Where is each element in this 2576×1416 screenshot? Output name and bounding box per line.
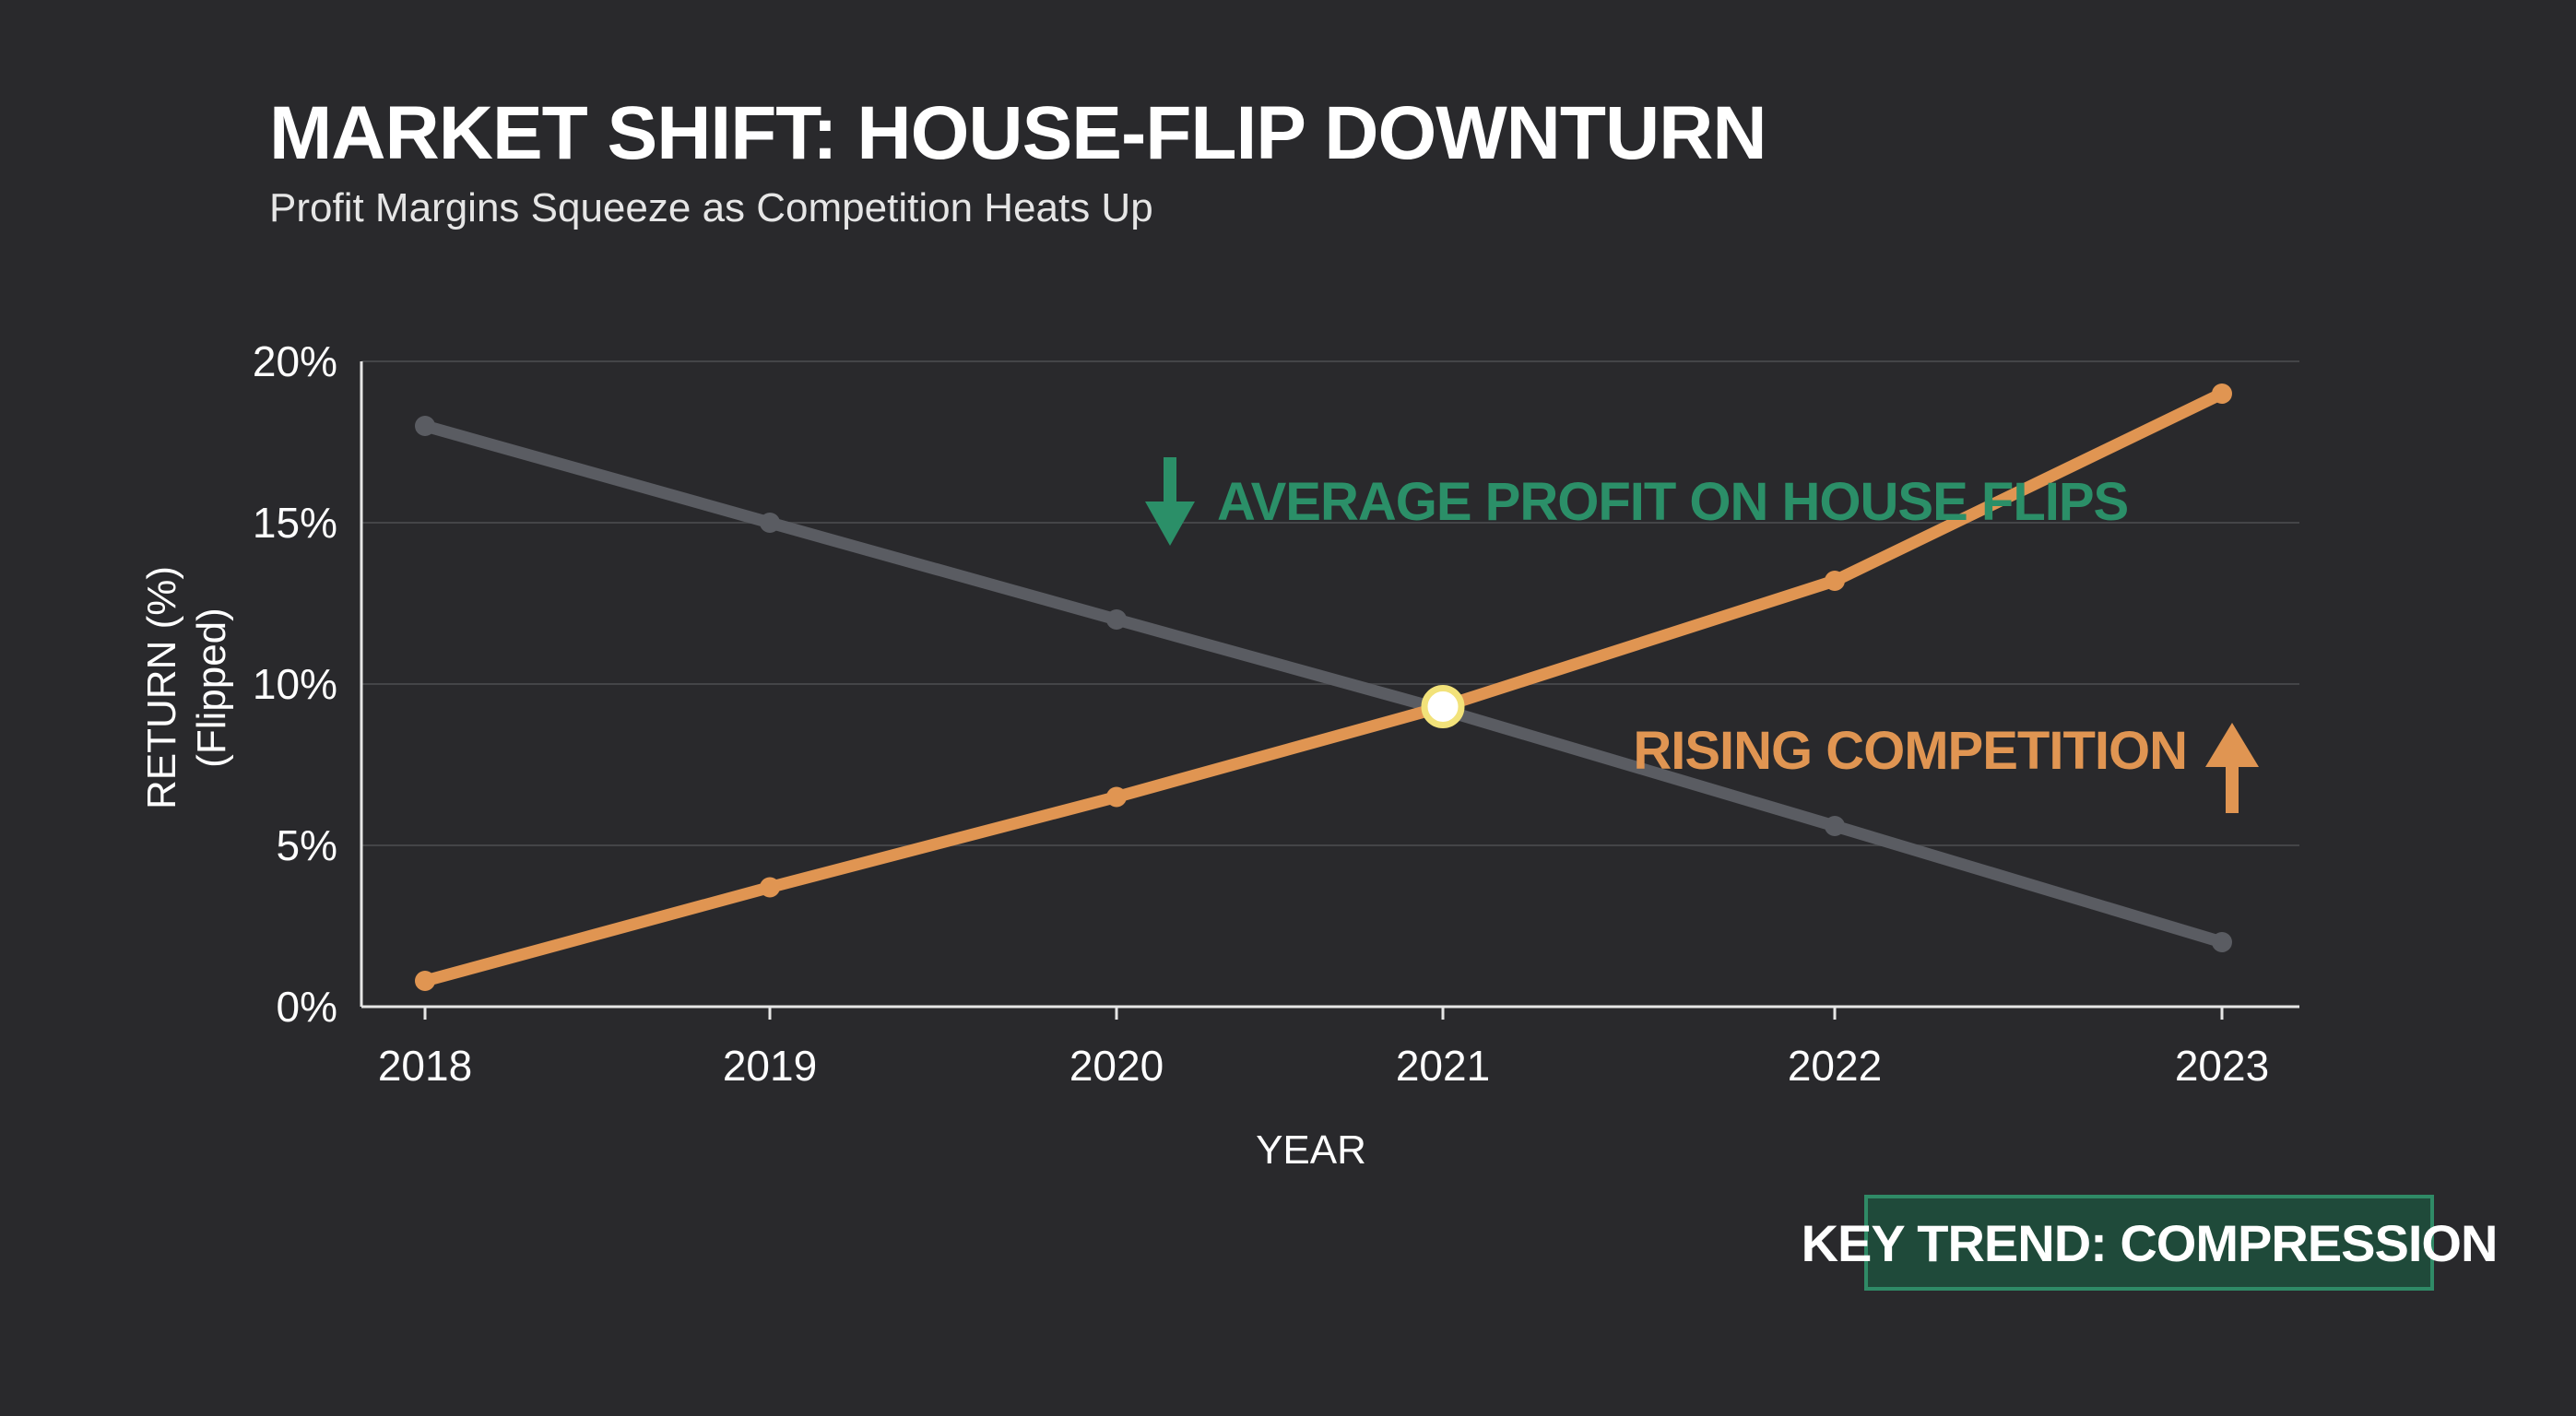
y-tick-label: 20% [253,337,337,385]
series [415,384,2232,991]
x-tick-label: 2018 [378,1042,472,1090]
y-axis-label-line2: (Flipped) [189,608,234,768]
chart-title: MARKET SHIFT: HOUSE-FLIP DOWNTURN [269,91,1767,175]
x-tick-label: 2021 [1396,1042,1490,1090]
x-tick-label: 2022 [1788,1042,1882,1090]
y-tick-label: 15% [253,499,337,547]
data-point [1106,786,1127,808]
arrow-up-icon [2205,723,2259,813]
data-point [760,877,780,898]
y-tick-labels: 0% 5% 10% 15% 20% [253,337,337,1031]
data-point [415,416,435,436]
y-axis-label-line1: RETURN (%) [139,566,184,809]
y-tick-label: 5% [277,821,337,869]
key-trend-badge: KEY TREND: COMPRESSION [1802,1195,2498,1291]
x-axis-label: YEAR [1256,1127,1366,1173]
arrow-down-icon [1145,457,1195,546]
x-tick-labels: 2018 2019 2020 2021 2022 2023 [378,1007,2269,1090]
crossover-marker [1421,685,1465,728]
competition-annotation-label: RISING COMPETITION [1633,721,2187,781]
profit-annotation-label: AVERAGE PROFIT ON HOUSE FLIPS [1217,472,2128,532]
data-point [415,971,435,991]
data-point [1106,609,1127,630]
series-1 [415,416,2232,952]
competition-annotation: RISING COMPETITION [1633,721,2259,813]
x-tick-label: 2023 [2175,1042,2269,1090]
gridlines [361,360,2299,846]
axes [360,361,2299,1009]
data-point [760,513,780,533]
y-tick-label: 0% [277,983,337,1031]
chart-subtitle: Profit Margins Squeeze as Competition He… [269,185,1153,230]
x-tick-label: 2020 [1069,1042,1164,1090]
series-line [419,419,2228,949]
crossover-highlight [1421,685,1465,728]
data-point [2212,932,2232,952]
data-point [2212,384,2232,404]
badge-label: KEY TREND: COMPRESSION [1802,1214,2498,1272]
data-point [1825,571,1845,591]
series-line [419,387,2228,987]
profit-annotation: AVERAGE PROFIT ON HOUSE FLIPS [1145,457,2129,546]
badge-background [1864,1195,2434,1291]
data-point [1825,816,1845,836]
x-tick-label: 2019 [723,1042,817,1090]
y-tick-label: 10% [253,660,337,708]
